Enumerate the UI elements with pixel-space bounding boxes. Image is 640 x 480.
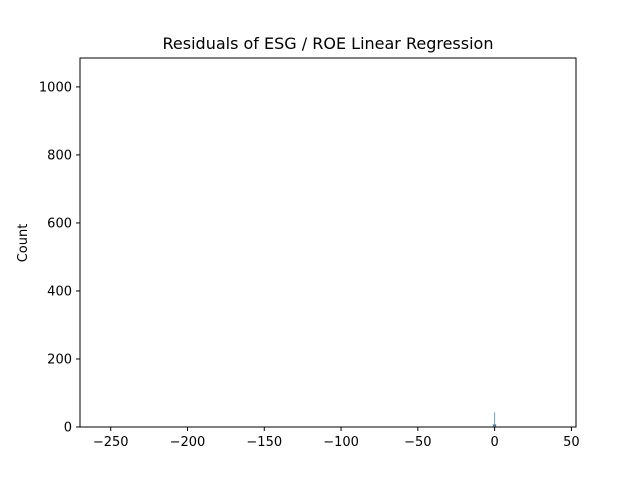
- x-tick-label: −100: [323, 435, 359, 450]
- y-tick-label: 600: [47, 216, 72, 231]
- x-tick-label: −150: [246, 435, 282, 450]
- chart-title: Residuals of ESG / ROE Linear Regression: [163, 34, 494, 53]
- histogram-bar: [494, 412, 496, 427]
- bars-layer: [493, 412, 497, 427]
- x-tick-label: −50: [404, 435, 431, 450]
- y-tick-label: 400: [47, 284, 72, 299]
- x-ticks: −250 −200 −150 −100 −50 0 50: [93, 427, 580, 450]
- histogram-bar: [495, 424, 497, 427]
- y-tick-label: 200: [47, 352, 72, 367]
- y-tick-label: 0: [64, 421, 72, 436]
- y-ticks: 0 200 400 600 800 1000: [39, 80, 80, 436]
- x-tick-label: −250: [93, 435, 129, 450]
- plot-frame: [79, 57, 577, 428]
- y-tick-label: 800: [47, 148, 72, 163]
- x-tick-label: 0: [490, 435, 498, 450]
- y-tick-label: 1000: [39, 80, 72, 95]
- x-tick-label: 50: [563, 435, 580, 450]
- x-tick-label: −200: [170, 435, 206, 450]
- y-axis-label: Count: [16, 224, 31, 263]
- histogram-bar: [493, 424, 495, 427]
